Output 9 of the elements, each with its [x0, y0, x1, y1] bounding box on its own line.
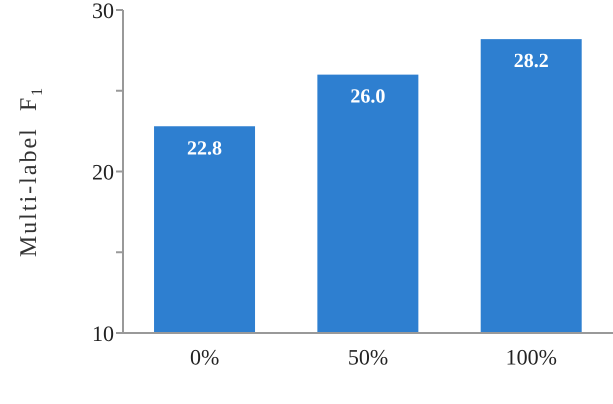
- y-tick-label: 10: [92, 320, 114, 346]
- x-tick-label: 50%: [348, 344, 388, 370]
- data-label: 22.8: [187, 137, 222, 160]
- data-label: 28.2: [514, 50, 549, 72]
- x-tick-label: 100%: [506, 344, 557, 370]
- y-tick-label: 30: [92, 0, 114, 23]
- x-tick-label: 0%: [190, 344, 220, 370]
- data-label: 26.0: [350, 86, 386, 108]
- y-tick-label: 20: [92, 159, 114, 184]
